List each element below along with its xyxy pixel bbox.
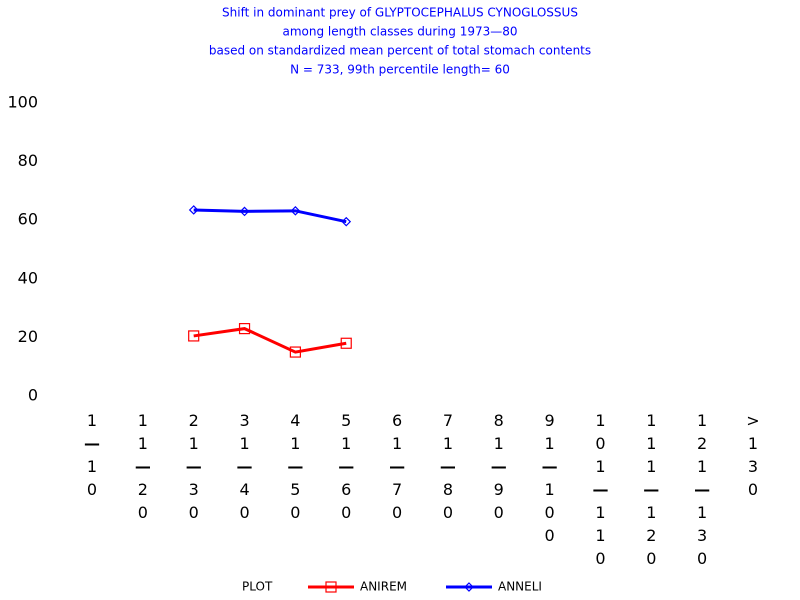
legend-marker <box>325 581 337 593</box>
x-tick-label: 1 0 1—1 1 0 <box>592 411 608 568</box>
y-tick-label: 60 <box>18 210 38 229</box>
data-point <box>341 216 352 227</box>
data-point <box>340 337 352 349</box>
x-tick-label: 1—1 0 <box>84 411 100 499</box>
x-tick-label: 3 1—4 0 <box>237 411 253 522</box>
data-point <box>290 205 301 216</box>
series-line <box>193 208 347 224</box>
x-tick-label: 1 1—2 0 <box>135 411 151 522</box>
legend-marker <box>464 582 474 592</box>
data-point <box>188 330 200 342</box>
y-tick-label: 80 <box>18 151 38 170</box>
series <box>188 323 352 358</box>
x-tick-label: 7 1—8 0 <box>440 411 456 522</box>
series-line <box>193 327 347 354</box>
data-point <box>238 323 251 335</box>
x-tick-label: >1 3 0 <box>746 411 759 499</box>
chart-title: Shift in dominant prey of GLYPTOCEPHALUS… <box>222 6 578 20</box>
legend-title: PLOT <box>242 580 273 594</box>
y-tick-label: 20 <box>18 327 38 346</box>
x-tick-label: 1 1 1—1 2 0 <box>643 411 659 568</box>
y-tick-label: 0 <box>28 386 38 405</box>
x-tick-label: 1 2 1—1 3 0 <box>694 411 710 568</box>
x-tick-label: 5 1—6 0 <box>338 411 354 522</box>
chart-title: among length classes during 1973—80 <box>282 25 517 39</box>
series <box>188 205 352 227</box>
data-point <box>239 206 250 217</box>
y-tick-label: 100 <box>7 93 38 112</box>
x-tick-label: 6 1—7 0 <box>389 411 405 522</box>
data-point <box>188 205 199 215</box>
x-tick-label: 2 1—3 0 <box>186 411 202 522</box>
data-point <box>289 346 301 358</box>
x-tick-label: 8 1—9 0 <box>491 411 507 522</box>
legend-label: ANIREM <box>360 580 407 594</box>
legend-label: ANNELI <box>498 580 542 594</box>
x-tick-label: 4 1—5 0 <box>287 411 303 522</box>
y-tick-label: 40 <box>18 268 38 287</box>
x-tick-label: 9 1—1 0 0 <box>542 411 558 545</box>
chart-title: based on standardized mean percent of to… <box>209 44 591 58</box>
chart-title: N = 733, 99th percentile length= 60 <box>290 63 510 77</box>
